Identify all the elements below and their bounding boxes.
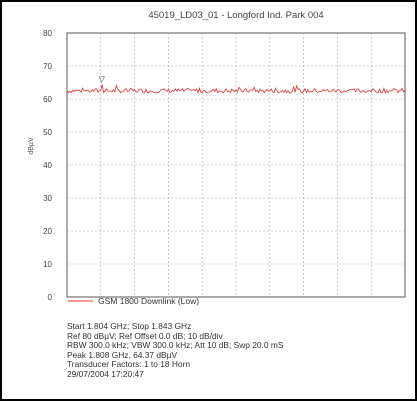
y-tick-label: 20: [43, 227, 52, 236]
info-line: Peak 1.808 GHz, 64.37 dBµV: [67, 349, 178, 360]
measurement-info: Start 1.804 GHz; Stop 1.843 GHz Ref 80 d…: [67, 321, 284, 380]
y-axis-label: dBµV: [28, 137, 35, 155]
y-axis-ticks: 0 10 20 30 40 50 60 70 80: [43, 29, 52, 302]
info-line: Start 1.804 GHz; Stop 1.843 GHz: [67, 321, 192, 331]
series-line: [66, 83, 406, 95]
y-tick-label: 70: [43, 62, 52, 71]
y-tick-label: 50: [43, 128, 52, 137]
legend-label: GSM 1800 Downlink (Low): [98, 296, 199, 306]
chart-title: 45019_LD03_01 - Longford Ind. Park 004: [148, 10, 323, 21]
info-line: RBW 300.0 kHz; VBW 300.0 kHz; Att 10 dB;…: [67, 340, 284, 351]
y-tick-label: 30: [43, 194, 52, 203]
info-line: 29/07/2004 17:20:47: [67, 368, 144, 379]
peak-marker: ▽: [99, 75, 106, 84]
y-tick-label: 10: [43, 260, 52, 269]
series-group: ▽: [66, 75, 406, 95]
info-line: Transducer Factors: 1 to 18 Horn: [67, 359, 191, 370]
y-tick-label: 0: [48, 293, 53, 302]
y-tick-label: 80: [43, 29, 52, 38]
y-tick-label: 60: [43, 95, 52, 104]
grid: [67, 33, 405, 297]
y-tick-label: 40: [43, 161, 52, 170]
info-line: Ref 80 dBµV; Ref Offset 0.0 dB; 10 dB/di…: [67, 330, 223, 341]
legend: GSM 1800 Downlink (Low): [68, 296, 199, 306]
